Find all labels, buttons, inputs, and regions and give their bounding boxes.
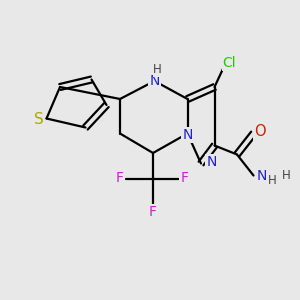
Text: F: F — [181, 172, 188, 185]
Text: N: N — [149, 74, 160, 88]
Text: N: N — [257, 169, 268, 182]
Text: N: N — [182, 128, 193, 142]
Text: Cl: Cl — [223, 56, 236, 70]
Text: H: H — [153, 63, 162, 76]
Text: H: H — [268, 174, 277, 188]
Text: F: F — [149, 206, 157, 219]
Text: O: O — [254, 124, 265, 140]
Text: N: N — [206, 155, 217, 169]
Text: H: H — [282, 169, 291, 182]
Text: F: F — [116, 172, 124, 185]
Text: S: S — [34, 112, 44, 128]
